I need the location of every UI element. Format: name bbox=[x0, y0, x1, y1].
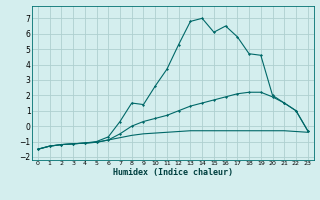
X-axis label: Humidex (Indice chaleur): Humidex (Indice chaleur) bbox=[113, 168, 233, 177]
